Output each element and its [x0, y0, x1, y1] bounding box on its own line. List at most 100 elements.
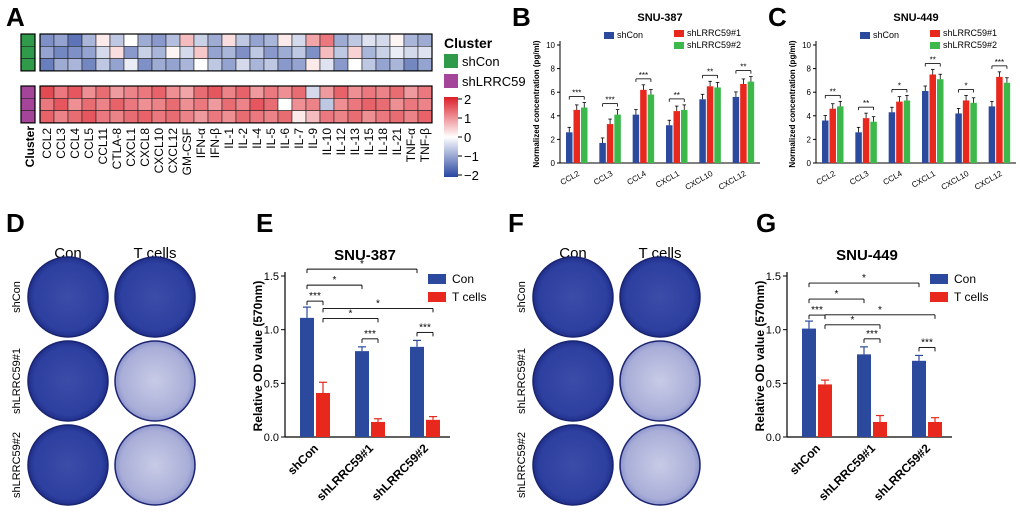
heat-cell [263, 85, 279, 99]
heat-cell [403, 58, 419, 72]
y-tick-label: 6 [551, 88, 556, 97]
y-axis-label: Relative OD value (570nm) [251, 281, 265, 432]
heat-cell [389, 33, 405, 47]
heat-cell [39, 110, 55, 124]
heat-cell [165, 58, 181, 72]
heat-cell [137, 98, 153, 111]
y-tick-label: 6 [807, 88, 812, 97]
heat-cell [249, 110, 265, 124]
sig-label: *** [419, 322, 431, 333]
heat-cell [403, 98, 419, 111]
legend-swatch [428, 292, 446, 302]
culture-dish [114, 256, 196, 338]
plate-row-label: shCon [11, 281, 23, 313]
chart-title: SNU-387 [637, 12, 682, 24]
heat-cell [207, 110, 223, 124]
heat-cell [221, 98, 237, 111]
x-tick-label: CCL2 [559, 169, 582, 187]
bar-T cells [928, 421, 942, 437]
gene-label: CCL4 [68, 128, 82, 159]
plate-row-label: shLRRC59#2 [11, 432, 23, 498]
sig-label: ** [674, 91, 680, 100]
x-tick-label: CXCL1 [910, 169, 937, 190]
heat-cell [81, 45, 97, 59]
heat-cell [207, 98, 223, 111]
legend-label: shCon [873, 30, 899, 40]
gene-label: IL-9 [306, 128, 320, 149]
sig-label: ** [930, 56, 936, 65]
bar-shCon [732, 96, 740, 163]
heat-cell [53, 33, 69, 47]
sig-label: * [862, 273, 866, 284]
heat-cell [305, 58, 321, 72]
bar-shLRRC59#1 [896, 101, 903, 163]
chart-title: SNU-387 [334, 247, 396, 264]
x-tick-label: CCL3 [848, 169, 871, 187]
legend-swatch [444, 54, 458, 68]
heat-cell [263, 33, 279, 47]
heat-cell [151, 110, 167, 124]
heat-cell [319, 110, 335, 124]
gene-label: CTLA-8 [110, 128, 124, 170]
heat-cell [123, 33, 139, 47]
heat-cell [193, 110, 209, 124]
sig-label: *** [364, 329, 376, 340]
sig-label: *** [921, 337, 933, 348]
heat-cell [53, 98, 69, 111]
culture-dish [532, 256, 614, 338]
plate-row-label: shLRRC59#1 [516, 348, 528, 414]
cluster-cell [20, 98, 36, 111]
heat-cell [389, 45, 405, 59]
panel-letter-A: A [6, 2, 25, 32]
bar-Con [355, 351, 369, 437]
heat-cell [277, 45, 293, 59]
legend-item-label: shCon [462, 54, 500, 69]
heat-cell [123, 85, 139, 99]
heat-cell [249, 45, 265, 59]
heat-cell [389, 98, 405, 111]
plate-row-label: shLRRC59#1 [11, 348, 23, 414]
heat-cell [165, 33, 181, 47]
heat-cell [361, 110, 377, 124]
heat-cell [95, 58, 111, 72]
x-tick-label: shLRRC59#2 [369, 441, 431, 503]
cluster-cell [20, 110, 36, 124]
heat-cell [53, 58, 69, 72]
heat-cell [53, 45, 69, 59]
chart-title: SNU-449 [836, 247, 898, 264]
gene-label: GM-CSF [180, 128, 194, 175]
heat-cell [291, 33, 307, 47]
heat-cell [403, 45, 419, 59]
heat-cell [417, 45, 433, 59]
heat-cell [291, 58, 307, 72]
heat-cell [137, 45, 153, 59]
gene-label: IFN-β [208, 128, 222, 158]
heat-cell [179, 85, 195, 99]
y-tick-label: 2 [551, 135, 556, 144]
heat-cell [389, 110, 405, 124]
heat-cell [375, 45, 391, 59]
culture-dish [27, 256, 109, 338]
heat-cell [305, 33, 321, 47]
x-tick-label: CCL4 [625, 169, 648, 187]
heat-cell [403, 110, 419, 124]
gene-label: IL-2 [236, 128, 250, 149]
bar-shCon [888, 112, 896, 163]
heat-cell [165, 98, 181, 111]
y-tick-label: 10 [802, 41, 811, 50]
sig-label: *** [639, 71, 648, 80]
bar-shLRRC59#1 [929, 74, 936, 163]
bar-shLRRC59#1 [706, 86, 714, 163]
y-tick-label: 0.5 [766, 378, 781, 390]
y-tick-label: 1.5 [264, 271, 279, 283]
gene-label: CXCL12 [166, 128, 180, 174]
sig-label: *** [572, 89, 581, 98]
heat-cell [361, 33, 377, 47]
heat-cell [179, 58, 195, 72]
cluster-cell [20, 45, 36, 59]
heat-cell [319, 45, 335, 59]
bar-shLRRC59#2 [681, 109, 688, 163]
culture-dish [114, 340, 196, 422]
heat-cell [67, 45, 83, 59]
